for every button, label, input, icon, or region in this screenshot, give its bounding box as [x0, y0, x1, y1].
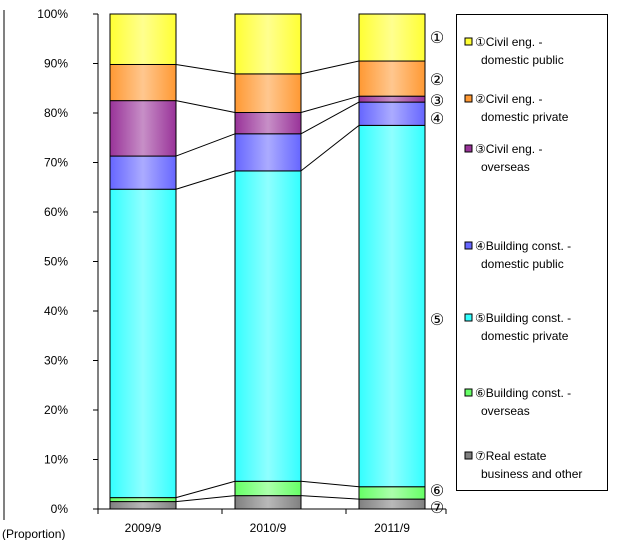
legend-swatch	[464, 37, 473, 46]
connectors-group	[175, 60, 360, 503]
y-tick-label: 100%	[37, 7, 68, 21]
x-tick-label: 2011/9	[374, 521, 410, 535]
legend-label: ②Civil eng. -	[475, 92, 542, 106]
bar-segment-3	[109, 188, 177, 499]
bar-segment-5	[109, 100, 177, 157]
connector-line	[175, 480, 236, 499]
connector-line	[175, 100, 236, 113]
bar-segment-4	[109, 155, 177, 190]
legend-label: ①Civil eng. -	[475, 35, 542, 49]
legend-label-line2: overseas	[481, 404, 530, 418]
legend-label-line2: overseas	[481, 160, 530, 174]
y-tick-label: 10%	[44, 453, 68, 467]
legend-label-line2: domestic public	[481, 53, 564, 67]
segment-markers-group: ① ② ③④ ⑤ ⑥⑦	[430, 30, 444, 517]
x-tick-label: 2010/9	[250, 521, 287, 535]
segment-marker: ⑤	[430, 312, 444, 329]
y-tick-label: 80%	[44, 106, 68, 120]
bar-segment-6	[358, 60, 426, 97]
y-tick-label: 60%	[44, 205, 68, 219]
legend-swatch	[464, 144, 473, 153]
bar-segment-3	[234, 170, 302, 482]
y-tick-label: 30%	[44, 354, 68, 368]
legend-swatch	[464, 388, 473, 397]
bar-segment-7	[234, 13, 302, 75]
bar-segment-7	[109, 13, 177, 65]
segment-marker: ⑥	[430, 483, 444, 500]
segment-marker: ④	[430, 111, 444, 128]
legend-label: ⑦Real estate	[475, 449, 547, 463]
connector-line	[300, 101, 360, 135]
legend-label: ⑥Building const. -	[475, 386, 571, 400]
connector-line	[300, 124, 360, 172]
legend-label: ④Building const. -	[475, 239, 571, 253]
bars-group	[109, 13, 426, 510]
connector-line	[300, 95, 360, 113]
bar-segment-4	[234, 133, 302, 172]
x-tick-label: 2009/9	[125, 521, 162, 535]
connector-line	[300, 480, 360, 488]
legend-label-line2: domestic private	[481, 329, 569, 343]
legend-label-line2: domestic private	[481, 110, 569, 124]
segment-marker: ①	[430, 30, 444, 47]
connector-line	[175, 133, 236, 157]
segment-marker: ⑦	[430, 500, 444, 517]
y-axis-label: (Proportion)	[2, 527, 65, 540]
y-tick-label: 90%	[44, 57, 68, 71]
legend-swatch	[464, 451, 473, 460]
legend-swatch	[464, 94, 473, 103]
legend	[456, 14, 608, 491]
legend-swatch	[464, 313, 473, 322]
legend-label: ⑤Building const. -	[475, 311, 571, 325]
y-tick-label: 0%	[51, 502, 69, 516]
y-tick-label: 50%	[44, 255, 68, 269]
connector-line	[300, 60, 360, 75]
axis-group: 0% 10% 20% 30% 40% 50% 60% 70% 80% 90% 100% 2009/9 2…	[2, 7, 447, 540]
segment-marker: ②	[430, 72, 444, 89]
bar-segment-7	[358, 13, 426, 62]
legend-label-line2: domestic public	[481, 257, 564, 271]
connector-line	[300, 495, 360, 500]
y-tick-label: 40%	[44, 304, 68, 318]
y-tick-label: 70%	[44, 156, 68, 170]
segment-marker: ③	[430, 93, 444, 110]
connector-line	[175, 63, 236, 75]
bar-segment-3	[358, 124, 426, 488]
bar-segment-6	[234, 73, 302, 114]
connector-line	[175, 495, 236, 503]
y-tick-label: 20%	[44, 403, 68, 417]
legend-label-line2: business and other	[481, 467, 582, 481]
legend-label: ③Civil eng. -	[475, 142, 542, 156]
legend-swatch	[464, 241, 473, 250]
connector-line	[175, 170, 236, 190]
